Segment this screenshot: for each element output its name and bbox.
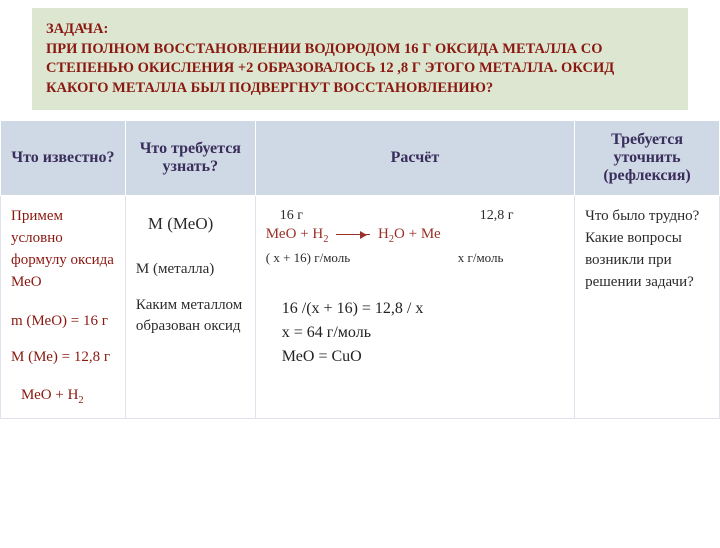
cell-reflection: Что было трудно? Какие вопросы возникли … [575,196,720,419]
find-molar-metal: М (металла) [136,259,245,281]
problem-body: ПРИ ПОЛНОМ ВОССТАНОВЛЕНИИ ВОДОРОДОМ 16 Г… [46,41,614,96]
reaction-arrow-icon [336,234,370,235]
reaction-equation: МеО + Н2 Н2О + Ме [266,224,564,247]
mass-labels: 16 г 12,8 г [266,206,564,224]
known-assumption: Примем условно формулу оксида МеО [11,206,115,293]
table-header-row: Что известно? Что требуется узнать? Расч… [1,121,720,196]
calc-x-value: х = 64 г/моль [282,321,564,345]
cell-known: Примем условно формулу оксида МеО m (МеО… [1,196,126,419]
problem-statement: ЗАДАЧА: ПРИ ПОЛНОМ ВОССТАНОВЛЕНИИ ВОДОРО… [32,8,688,110]
table-body-row: Примем условно формулу оксида МеО m (МеО… [1,196,720,419]
mass-oxide-label: 16 г [280,206,303,226]
calc-result: МеО = СuО [282,345,564,369]
mass-metal-label: 12,8 г [480,206,514,226]
molar-labels: ( х + 16) г/моль х г/моль [266,249,564,267]
calc-proportion: 16 /(х + 16) = 12,8 / х [282,297,564,321]
find-which-metal: Каким металлом образован оксид [136,295,245,339]
reflection-text: Что было трудно? Какие вопросы возникли … [585,206,709,293]
problem-title: ЗАДАЧА: [46,21,108,37]
header-known: Что известно? [1,121,126,196]
header-find: Что требуется узнать? [125,121,255,196]
header-reflection: Требуется уточнить (рефлексия) [575,121,720,196]
solution-table: Что известно? Что требуется узнать? Расч… [0,120,720,419]
known-reaction: МеО + Н2 [21,385,115,408]
calculation-steps: 16 /(х + 16) = 12,8 / х х = 64 г/моль Ме… [282,297,564,369]
molar-metal: х г/моль [458,249,504,268]
known-mass-metal: М (Ме) = 12,8 г [11,347,115,369]
cell-calculation: 16 г 12,8 г МеО + Н2 Н2О + Ме ( х + 16) … [255,196,574,419]
known-mass-oxide: m (МеО) = 16 г [11,311,115,333]
find-molar-oxide: М (МеО) [148,212,245,237]
header-calc: Расчёт [255,121,574,196]
cell-find: М (МеО) М (металла) Каким металлом образ… [125,196,255,419]
molar-oxide: ( х + 16) г/моль [266,249,350,268]
